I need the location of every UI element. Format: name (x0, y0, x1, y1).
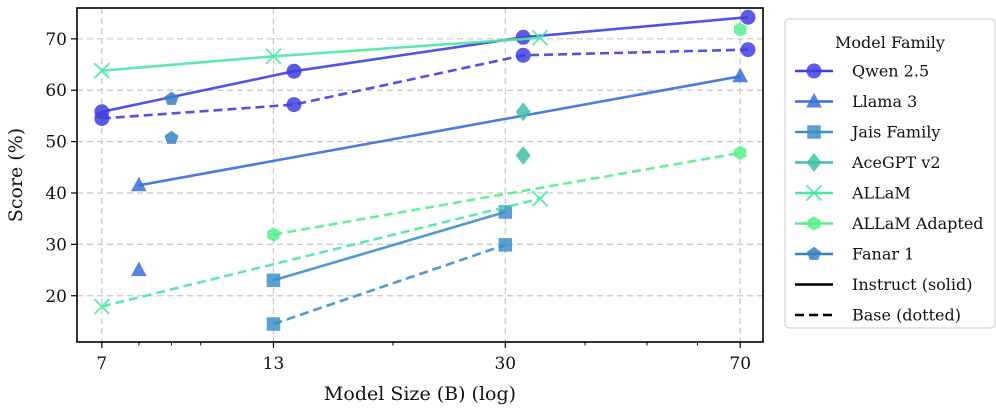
data-point-acegpt-v2-base (515, 146, 531, 165)
series-acegpt-v2-base (515, 146, 531, 165)
legend: Model Family Qwen 2.5 Llama 3 Jais Family A… (784, 18, 996, 329)
y-tick-label: 40 (45, 184, 67, 204)
data-point-qwen-2-5-base (515, 47, 531, 63)
data-point-allam-instruct (93, 62, 111, 79)
data-point-jais-family-instruct (266, 273, 281, 288)
legend-label: Llama 3 (852, 92, 917, 111)
data-point-allam-adapted-base (267, 227, 280, 242)
series-layer (93, 9, 756, 331)
y-tick-label: 50 (45, 133, 67, 153)
y-tick-label: 20 (45, 287, 67, 307)
series-llama-3-base (131, 261, 147, 277)
legend-item-acegpt-v2: AceGPT v2 (795, 153, 941, 172)
x-tick-label: 70 (729, 354, 751, 374)
legend-marker (805, 184, 823, 202)
series-line-jais-family-base (273, 243, 506, 326)
data-point-allam-instruct (531, 29, 549, 47)
data-point-qwen-2-5-base (94, 110, 110, 126)
data-point-jais-family-base (266, 317, 281, 331)
legend-marker (807, 216, 821, 231)
legend-title: Model Family (835, 33, 945, 52)
data-point-qwen-2-5-instruct (740, 9, 756, 25)
data-point-qwen-2-5-instruct (286, 63, 302, 79)
x-tick-label: 7 (96, 354, 107, 374)
series-allam-instruct (93, 29, 549, 79)
data-point-qwen-2-5-instruct (515, 29, 531, 45)
legend-label: AceGPT v2 (851, 153, 941, 172)
series-qwen-2-5-base (94, 42, 756, 126)
series-fanar-1-base (164, 130, 179, 144)
axes: 7 13 30 70 20 30 40 50 60 70 (45, 30, 751, 374)
data-point-allam-base (93, 298, 111, 315)
series-allam-adapted-instruct (734, 22, 747, 37)
series-line-llama-3-instruct (138, 75, 741, 187)
series-line-allam-instruct (101, 36, 541, 72)
legend-marker (806, 63, 822, 79)
legend-label: ALLaM (851, 184, 911, 203)
series-jais-family-base (266, 238, 513, 331)
data-point-llama-3-instruct (732, 67, 749, 83)
legend-label: Base (dotted) (852, 306, 961, 325)
legend-style-dashed: Base (dotted) (795, 306, 961, 325)
data-point-allam-instruct (265, 48, 282, 65)
series-fanar-1-instruct (164, 91, 179, 105)
legend-item-allam: ALLaM (795, 184, 911, 203)
series-llama-3-instruct (131, 67, 749, 192)
data-point-acegpt-v2-instruct (515, 102, 531, 122)
series-qwen-2-5-instruct (94, 9, 756, 120)
series-line-jais-family-instruct (273, 210, 506, 282)
data-point-allam-base (531, 190, 549, 207)
legend-label: Jais Family (850, 123, 940, 142)
legend-box (784, 18, 996, 329)
data-point-allam-adapted-instruct (734, 22, 747, 37)
legend-items: Qwen 2.5 Llama 3 Jais Family AceGPT v2 ALLaM… (795, 62, 984, 325)
legend-marker (807, 246, 821, 260)
x-axis-label: Model Size (B) (log) (324, 383, 516, 405)
data-point-llama-3-instruct (131, 176, 147, 192)
legend-item-allam-adapted: ALLaM Adapted (795, 214, 984, 233)
legend-item-qwen-2-5: Qwen 2.5 (795, 62, 929, 81)
series-line-allam-adapted-base (273, 151, 741, 236)
y-tick-label: 60 (45, 81, 67, 101)
data-point-fanar-1-instruct (164, 91, 179, 105)
grid (77, 8, 763, 342)
legend-item-jais-family: Jais Family (795, 123, 940, 142)
x-tick-label: 30 (494, 354, 516, 374)
data-point-allam-adapted-base (734, 145, 747, 160)
legend-style-solid: Instruct (solid) (795, 275, 973, 294)
legend-label: Qwen 2.5 (852, 62, 929, 81)
x-tick-label: 13 (263, 354, 285, 374)
plot-frame (76, 7, 764, 343)
legend-marker (806, 92, 822, 108)
series-line-allam-base (101, 197, 541, 308)
series-line-qwen-2-5-base (101, 48, 749, 120)
legend-item-fanar-1: Fanar 1 (795, 245, 914, 264)
data-point-fanar-1-base (164, 130, 179, 144)
y-tick-label: 30 (45, 235, 67, 255)
series-line-qwen-2-5-instruct (101, 15, 749, 114)
y-axis-label: Score (%) (5, 128, 27, 222)
data-point-qwen-2-5-base (740, 42, 756, 58)
legend-label: Instruct (solid) (852, 275, 973, 294)
legend-marker (807, 125, 821, 139)
legend-marker (806, 153, 822, 172)
legend-item-llama-3: Llama 3 (795, 92, 917, 111)
data-point-jais-family-base (498, 238, 513, 252)
data-point-llama-3-base (131, 261, 147, 277)
series-allam-adapted-base (267, 145, 747, 242)
series-jais-family-instruct (266, 205, 513, 288)
series-allam-base (93, 190, 549, 315)
legend-label: ALLaM Adapted (851, 214, 984, 233)
legend-label: Fanar 1 (852, 245, 914, 264)
data-point-qwen-2-5-base (286, 97, 302, 113)
series-acegpt-v2-instruct (515, 102, 531, 122)
y-tick-label: 70 (45, 30, 67, 50)
